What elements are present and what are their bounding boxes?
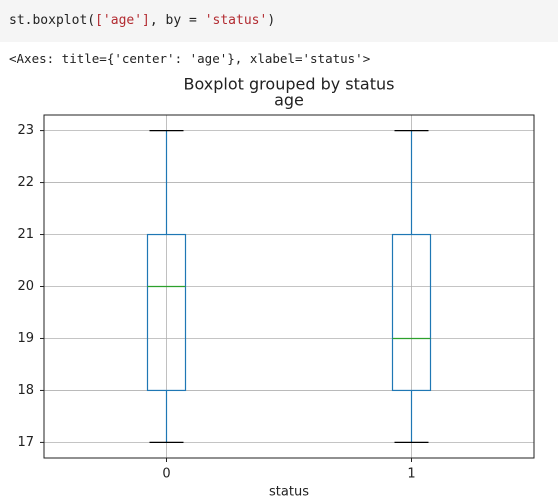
y-tick-label: 20 bbox=[17, 279, 34, 294]
code: st.boxplot(['age'], by = 'status') bbox=[9, 13, 275, 28]
code-token: ) bbox=[267, 13, 276, 28]
chart-title: Boxplot grouped by status bbox=[184, 75, 395, 94]
output-text: <Axes: title={'center': 'age'}, xlabel='… bbox=[9, 51, 371, 66]
y-tick-label: 18 bbox=[17, 383, 34, 398]
y-tick-label: 22 bbox=[17, 175, 34, 190]
chart-subtitle: age bbox=[274, 91, 304, 110]
y-tick-label: 21 bbox=[17, 227, 34, 242]
chart: Boxplot grouped by status age status 17 1… bbox=[17, 75, 535, 500]
code-token: st.boxplot( bbox=[9, 13, 96, 28]
box bbox=[146, 233, 187, 392]
x-axis-label: status bbox=[269, 485, 309, 500]
y-tick-label: 17 bbox=[17, 435, 34, 450]
y-tick-label: 19 bbox=[17, 331, 34, 346]
x-tick-label: 0 bbox=[162, 467, 170, 482]
y-tick-label: 23 bbox=[17, 123, 34, 138]
box bbox=[391, 233, 432, 392]
code-token: ['age'] bbox=[95, 13, 150, 28]
plot-frame bbox=[43, 114, 535, 459]
code-token: , by = bbox=[149, 13, 205, 28]
code-token: 'status' bbox=[204, 13, 268, 28]
code-cell[interactable]: st.boxplot(['age'], by = 'status') bbox=[0, 0, 558, 42]
x-tick-label: 1 bbox=[407, 467, 415, 482]
